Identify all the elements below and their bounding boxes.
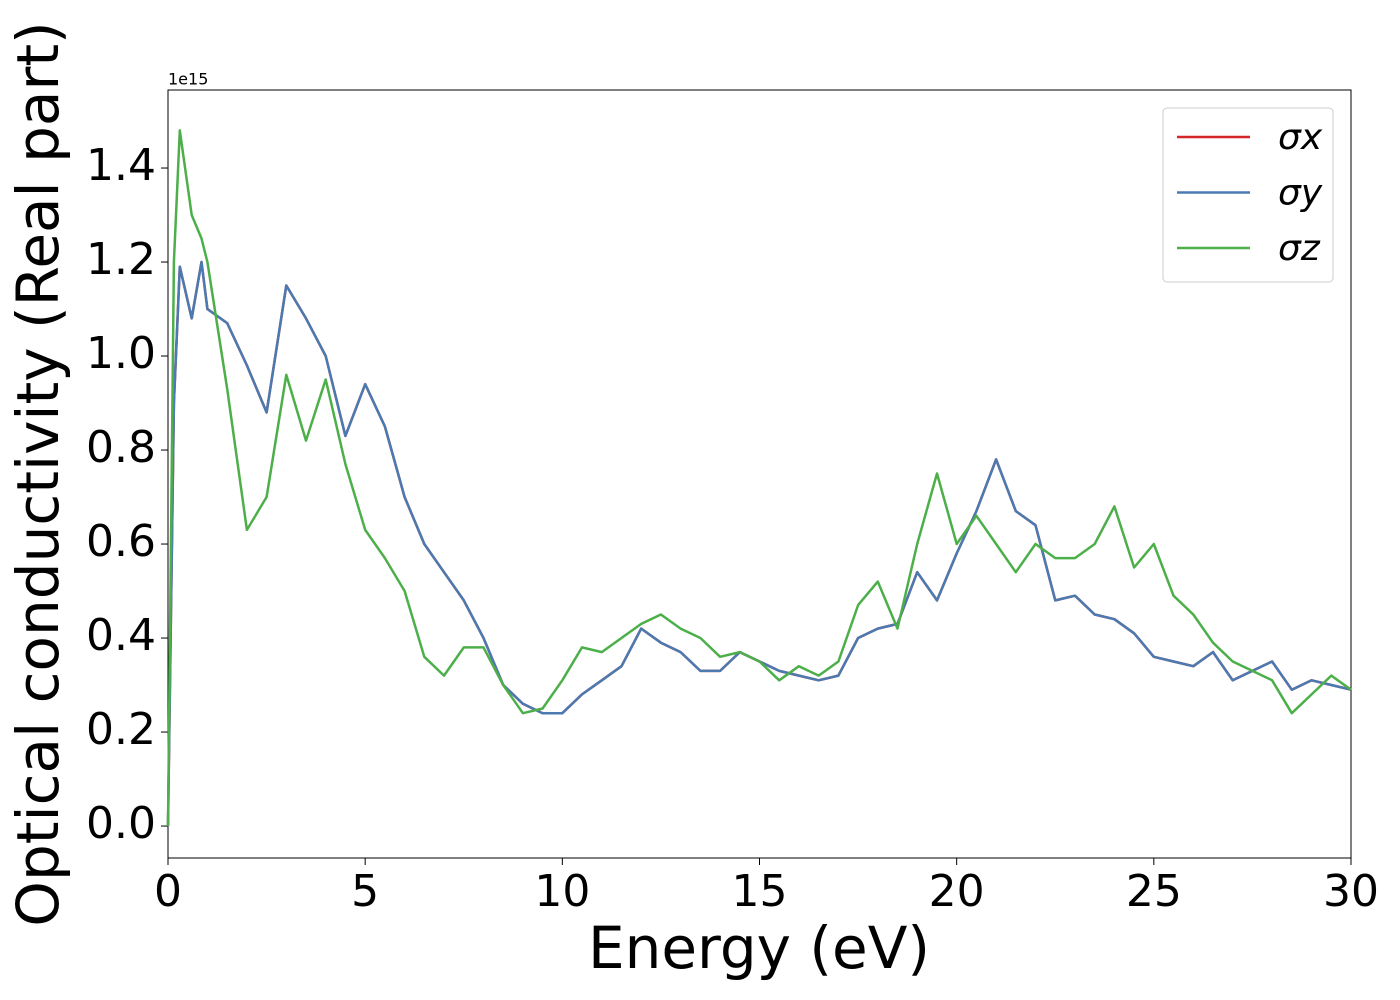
y-tick-label: 0.4 (86, 610, 156, 661)
y-axis-label: Optical conductivity (Real part) (4, 21, 72, 926)
legend-label: σx (1278, 117, 1323, 158)
x-tick-label: 25 (1126, 866, 1182, 917)
y-tick-label: 1.0 (86, 328, 156, 379)
series-line (166, 260, 1352, 827)
legend-box (1162, 107, 1334, 283)
y-tick-label: 0.2 (86, 704, 156, 755)
series-line (166, 260, 1352, 827)
x-tick-label: 30 (1323, 866, 1379, 917)
x-axis-label: Energy (eV) (588, 914, 930, 982)
y-tick-label: 1.4 (86, 140, 156, 191)
series-line (166, 129, 1352, 827)
x-tick-label: 15 (732, 866, 788, 917)
x-tick-label: 5 (351, 866, 379, 917)
x-tick-label: 0 (154, 866, 182, 917)
y-offset-text: 1e15 (168, 70, 208, 89)
y-tick-label: 0.6 (86, 516, 156, 567)
x-tick-label: 10 (534, 866, 590, 917)
legend-label: σy (1278, 173, 1323, 214)
y-tick-label: 1.2 (86, 234, 156, 285)
y-tick-label: 0.0 (86, 798, 156, 849)
y-tick-label: 0.8 (86, 422, 156, 473)
x-tick-label: 20 (929, 866, 985, 917)
legend-label: σz (1278, 228, 1321, 269)
